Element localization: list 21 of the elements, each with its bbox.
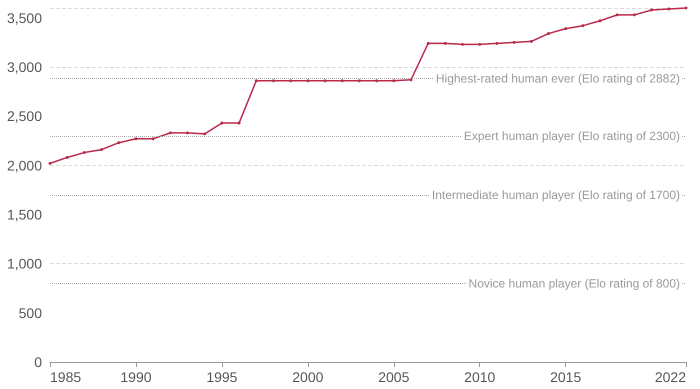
ref-line-label: Expert human player (Elo rating of 2300) (464, 128, 680, 143)
line-series (48, 6, 688, 165)
x-tick-label: 2022 (654, 369, 686, 385)
x-tick-label: 2010 (464, 369, 496, 385)
y-tick-label: 0 (34, 354, 42, 370)
ref-line-label: Intermediate human player (Elo rating of 1700) (432, 188, 680, 202)
y-tick-label: 2,500 (6, 108, 42, 124)
x-tick-label: 1995 (206, 369, 238, 385)
y-tick-label: 1,000 (6, 256, 42, 272)
ref-line-label: Novice human player (Elo rating of 800) (468, 276, 680, 290)
y-tick-label: 3,500 (6, 10, 42, 26)
x-tick-label: 1990 (120, 369, 152, 385)
y-tick-label: 3,000 (6, 59, 42, 75)
ref-line-label: Highest-rated human ever (Elo rating of 2882) (436, 72, 680, 86)
x-tick-label: 2015 (550, 369, 582, 385)
y-tick-label: 1,500 (6, 206, 42, 222)
x-tick-label: 2005 (378, 369, 410, 385)
y-tick-label: 2,000 (6, 157, 42, 174)
y-tick-label: 500 (18, 304, 42, 321)
x-tick-label: 2000 (292, 369, 324, 385)
x-tick-label: 1985 (50, 369, 82, 385)
